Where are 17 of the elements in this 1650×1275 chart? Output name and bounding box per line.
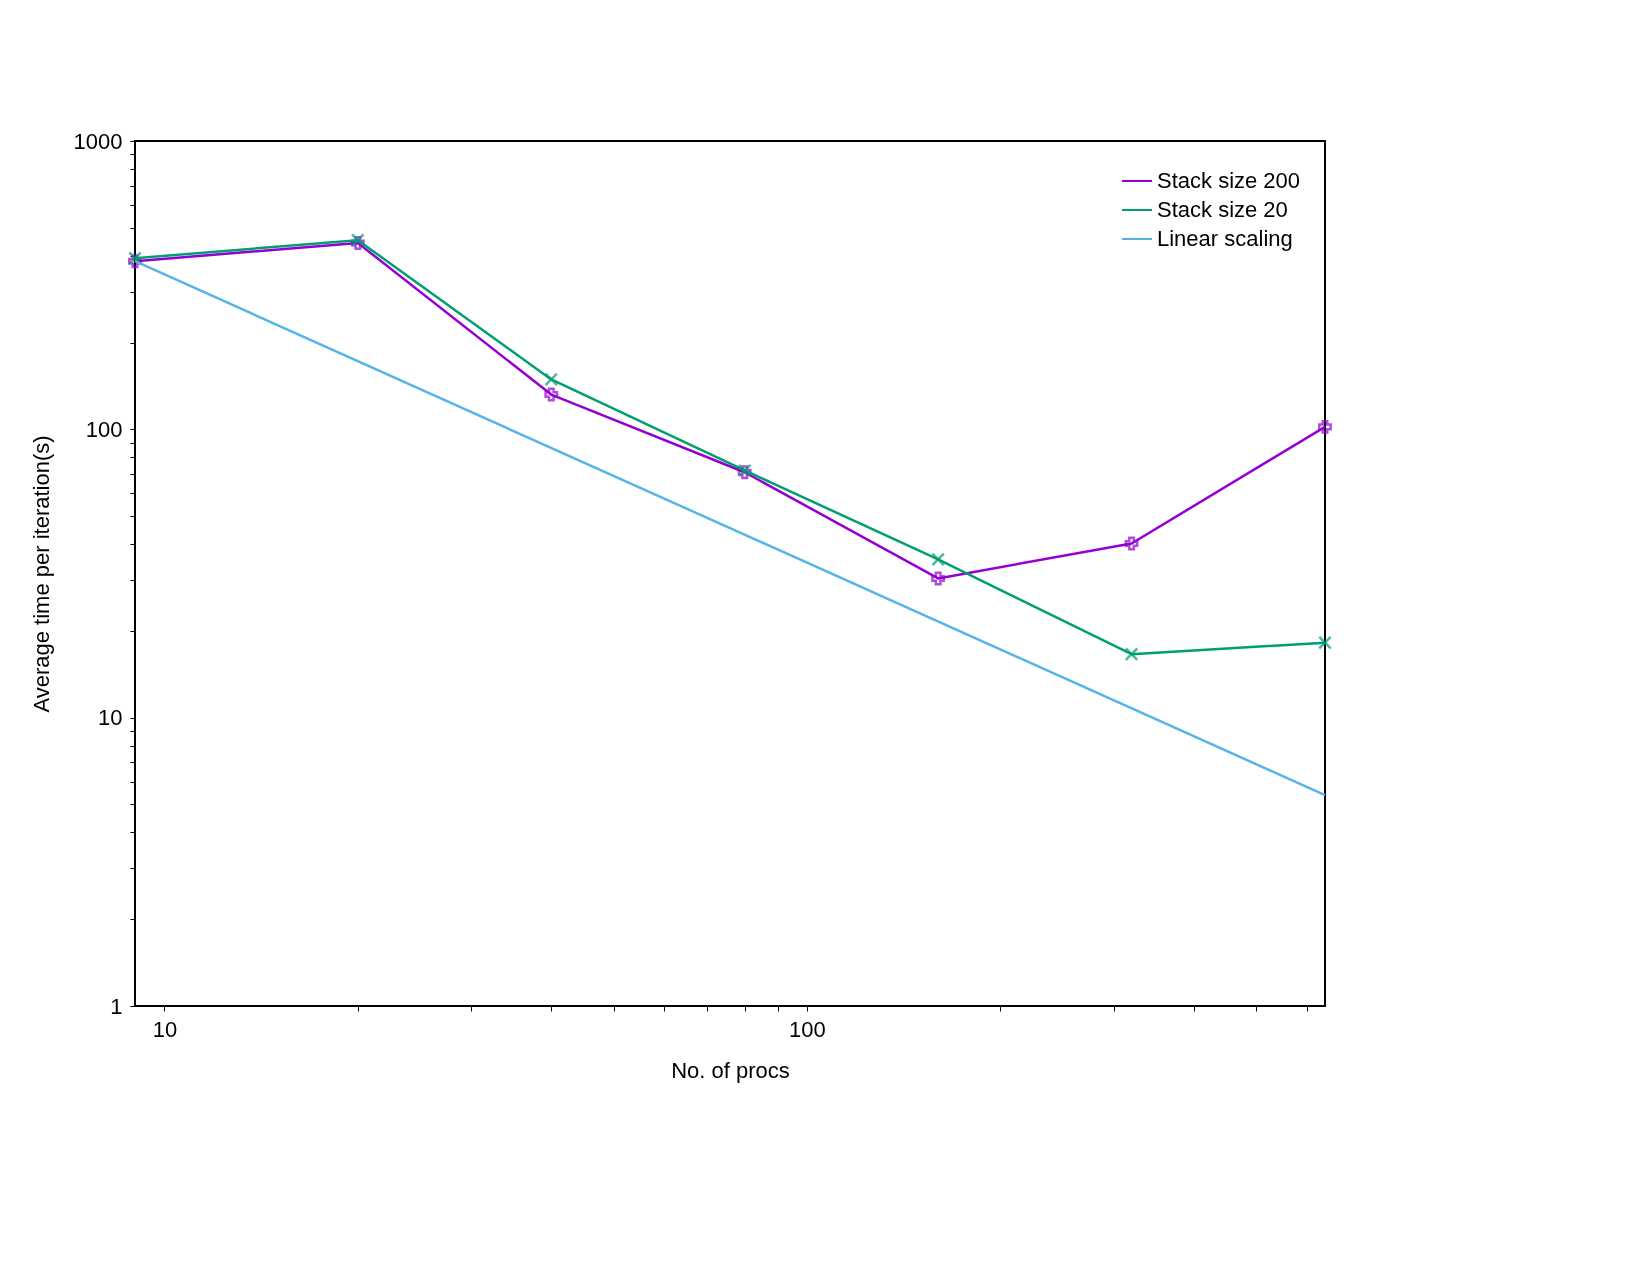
legend-label: Linear scaling bbox=[1157, 226, 1293, 251]
point bbox=[931, 571, 946, 586]
legend-label: Stack size 200 bbox=[1157, 168, 1301, 193]
point bbox=[544, 387, 559, 402]
y-axis-title: Average time per iteration(s) bbox=[28, 435, 54, 713]
legend-label: Stack size 20 bbox=[1157, 197, 1288, 222]
y-tick-label: 1 bbox=[110, 993, 123, 1019]
y-tick-label: 100 bbox=[85, 416, 123, 442]
point bbox=[1318, 635, 1332, 650]
point bbox=[931, 552, 946, 567]
point bbox=[544, 372, 559, 387]
x-axis-title: No. of procs bbox=[671, 1057, 790, 1083]
y-tick-label: 10 bbox=[98, 705, 123, 731]
point bbox=[1124, 647, 1139, 662]
point bbox=[1318, 419, 1332, 434]
y-tick-label: 1000 bbox=[73, 128, 123, 154]
point bbox=[1124, 536, 1139, 551]
